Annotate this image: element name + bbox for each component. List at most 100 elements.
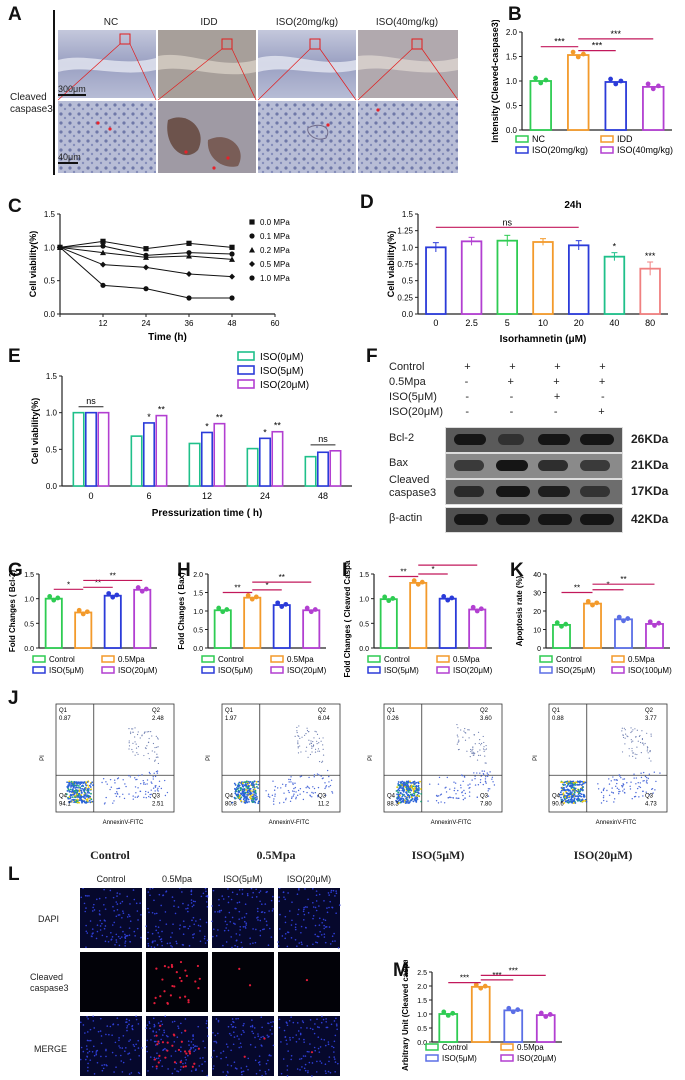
data-point: [570, 49, 576, 55]
data-point: [478, 985, 484, 991]
marker-diamond: [100, 261, 106, 268]
event-dot: [633, 777, 635, 779]
nucleus-dot: [243, 1031, 245, 1033]
event-dot: [276, 787, 279, 789]
nucleus-dot: [232, 1025, 235, 1028]
red-signal-dot: [179, 960, 183, 964]
x-axis-label: AnnexinV-FITC: [103, 820, 144, 826]
nucleus-dot: [205, 895, 208, 898]
nucleus-dot: [179, 888, 181, 889]
nucleus-dot: [253, 1027, 256, 1029]
nucleus-dot: [307, 1070, 309, 1072]
event-dot: [467, 784, 469, 786]
event-dot: [156, 753, 158, 755]
nucleus-dot: [249, 1043, 252, 1046]
event-dot: [81, 784, 84, 787]
nucleus-dot: [238, 1038, 240, 1040]
event-dot: [398, 789, 401, 792]
nucleus-dot: [272, 1021, 274, 1023]
event-dot: [247, 798, 250, 801]
nucleus-dot: [119, 893, 121, 895]
event-dot: [152, 778, 154, 780]
event-dot: [409, 793, 412, 796]
event-dot: [156, 737, 159, 739]
data-point: [478, 606, 484, 612]
data-point: [283, 601, 289, 607]
event-dot: [246, 795, 248, 798]
nucleus-dot: [231, 946, 233, 949]
nucleus-dot: [199, 940, 202, 943]
event-dot: [405, 791, 408, 793]
histology-grid: [58, 30, 459, 173]
fl-col-label: ISO(20μM): [286, 874, 332, 884]
panel-label-d: D: [360, 192, 374, 213]
nucleus-dot: [284, 921, 287, 924]
panel-label-a: A: [8, 4, 22, 25]
event-dot: [610, 791, 613, 793]
event-dot: [639, 734, 641, 737]
annotation: **: [158, 405, 166, 415]
nucleus-dot: [292, 1036, 294, 1039]
wb-size-label: 26KDa: [631, 432, 669, 446]
nucleus-dot: [265, 1073, 267, 1075]
red-signal-dot: [191, 1065, 194, 1068]
legend-label: ISO(5μM): [49, 666, 84, 675]
event-dot: [294, 786, 297, 789]
nucleus-dot: [145, 925, 147, 927]
event-dot: [157, 746, 159, 748]
nucleus-dot: [258, 1063, 261, 1066]
event-dot: [66, 781, 69, 784]
event-dot: [412, 800, 415, 803]
event-dot: [453, 787, 456, 789]
data-point: [441, 1009, 447, 1015]
nucleus-dot: [171, 1021, 174, 1023]
nucleus-dot: [115, 941, 118, 943]
nucleus-dot: [290, 937, 293, 939]
event-dot: [305, 787, 307, 789]
nucleus-dot: [147, 942, 150, 945]
nucleus-dot: [255, 888, 257, 891]
nucleus-dot: [83, 902, 86, 905]
event-dot: [400, 797, 403, 800]
event-dot: [142, 783, 145, 785]
event-dot: [571, 800, 573, 802]
nucleus-dot: [325, 1072, 327, 1075]
legend-swatch: [270, 666, 284, 674]
event-dot: [484, 762, 486, 764]
data-point: [419, 579, 425, 585]
data-point: [415, 581, 421, 587]
event-dot: [440, 801, 442, 803]
event-dot: [631, 747, 633, 750]
significance-label: *: [431, 565, 434, 574]
nucleus-dot: [177, 1027, 180, 1030]
nucleus-dot: [272, 908, 274, 910]
event-dot: [413, 793, 416, 795]
nucleus-dot: [333, 1040, 336, 1043]
bar: [604, 81, 627, 131]
event-dot: [300, 751, 302, 753]
nucleus-dot: [190, 890, 193, 893]
nucleus-dot: [111, 1051, 114, 1054]
event-dot: [474, 778, 476, 780]
legend-label: 0.5Mpa: [453, 655, 480, 664]
event-dot: [573, 786, 575, 789]
event-dot: [146, 745, 148, 747]
event-dot: [417, 782, 420, 785]
wb-sign: -: [509, 391, 514, 403]
event-dot: [136, 733, 139, 736]
event-dot: [491, 776, 494, 779]
nucleus-dot: [120, 936, 123, 938]
nucleus-dot: [319, 930, 321, 933]
event-dot: [396, 786, 398, 789]
event-dot: [238, 781, 241, 784]
event-dot: [618, 793, 620, 795]
event-dot: [311, 791, 313, 794]
wb-sign: +: [553, 376, 560, 388]
event-dot: [150, 781, 152, 783]
nucleus-dot: [220, 909, 223, 912]
event-dot: [312, 746, 314, 748]
flow-title: ISO(5μM): [411, 848, 465, 862]
nucleus-dot: [334, 895, 336, 897]
event-dot: [437, 783, 440, 785]
